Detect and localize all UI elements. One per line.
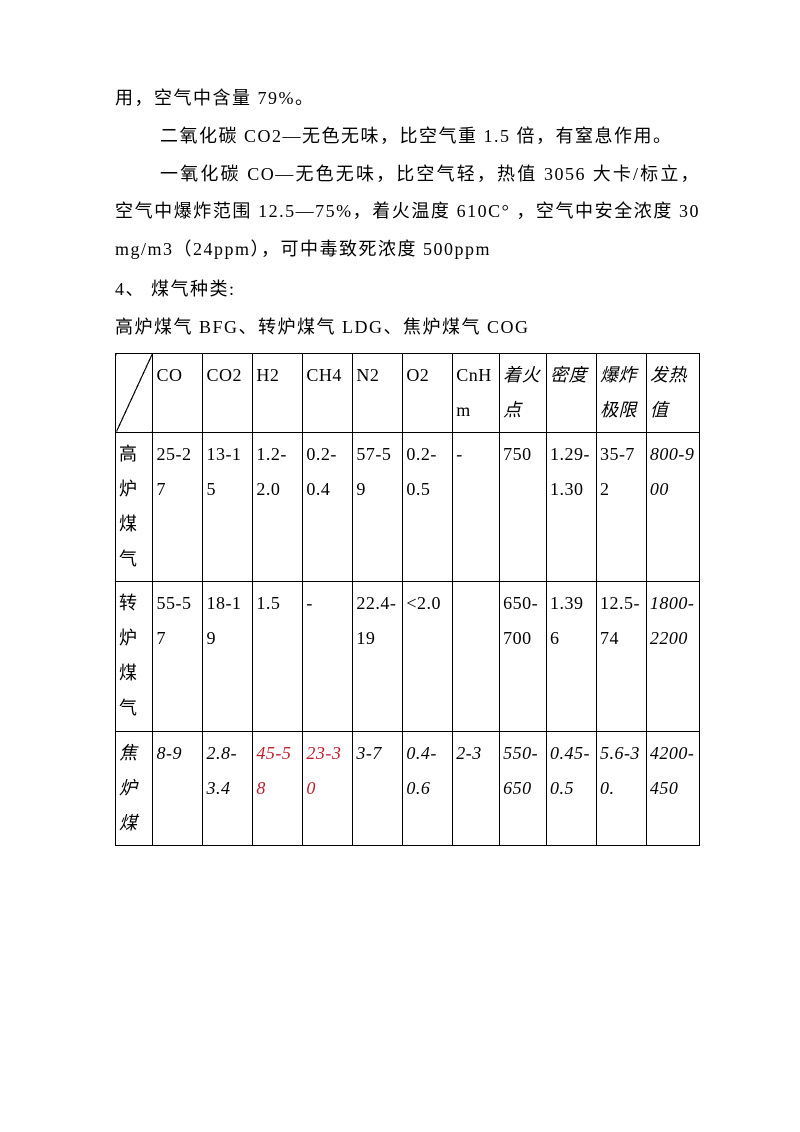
table-cell: 0.2-0.5 [403, 432, 453, 581]
table-cell: - [303, 582, 353, 731]
table-cell: 0.2-0.4 [303, 432, 353, 581]
para-section4: 4、 煤气种类: [115, 271, 700, 309]
table-row: 转炉煤气55-5718-191.5-22.4-19<2.0 650-7001.39… [116, 582, 700, 731]
table-cell: 23-30 [303, 731, 353, 845]
table-cell: 1.29-1.30 [546, 432, 596, 581]
table-cell: <2.0 [403, 582, 453, 731]
header-diag [116, 353, 153, 432]
para-co: 一氧化碳 CO—无色无味，比空气轻，热值 3056 大卡/标立，空气中爆炸范围 … [115, 156, 700, 269]
header-heat: 发热值 [646, 353, 699, 432]
row-label: 焦炉煤 [116, 731, 153, 845]
header-co: CO [153, 353, 203, 432]
header-density: 密度 [546, 353, 596, 432]
table-cell: 2.8-3.4 [203, 731, 253, 845]
table-cell: 650-700 [500, 582, 547, 731]
row-label: 高炉煤气 [116, 432, 153, 581]
table-cell: 45-58 [253, 731, 303, 845]
table-cell: 18-19 [203, 582, 253, 731]
table-cell: 0.4-0.6 [403, 731, 453, 845]
table-cell: 4200-450 [646, 731, 699, 845]
table-cell: 1800-2200 [646, 582, 699, 731]
table-row: 高炉煤气25-2713-151.2-2.00.2-0.457-590.2-0.5… [116, 432, 700, 581]
para-co2: 二氧化碳 CO2—无色无味，比空气重 1.5 倍，有窒息作用。 [115, 118, 700, 156]
table-cell: 55-57 [153, 582, 203, 731]
table-cell: 550-650 [500, 731, 547, 845]
header-n2: N2 [353, 353, 403, 432]
table-cell: 800-900 [646, 432, 699, 581]
table-cell: 8-9 [153, 731, 203, 845]
table-cell: 12.5-74 [596, 582, 646, 731]
header-h2: H2 [253, 353, 303, 432]
gas-properties-table: CO CO2 H2 CH4 N2 O2 CnHm 着火点 密度 爆炸极限 发热值… [115, 353, 700, 846]
para-gastypes: 高炉煤气 BFG、转炉煤气 LDG、焦炉煤气 COG [115, 309, 700, 347]
table-cell: 750 [500, 432, 547, 581]
table-cell: 1.5 [253, 582, 303, 731]
table-cell: 57-59 [353, 432, 403, 581]
table-header-row: CO CO2 H2 CH4 N2 O2 CnHm 着火点 密度 爆炸极限 发热值 [116, 353, 700, 432]
table-cell: 3-7 [353, 731, 403, 845]
header-cnhm: CnHm [453, 353, 500, 432]
header-explosion: 爆炸极限 [596, 353, 646, 432]
header-co2: CO2 [203, 353, 253, 432]
para-line1: 用，空气中含量 79%。 [115, 80, 700, 118]
table-cell: 2-3 [453, 731, 500, 845]
table-body: 高炉煤气25-2713-151.2-2.00.2-0.457-590.2-0.5… [116, 432, 700, 845]
row-label: 转炉煤气 [116, 582, 153, 731]
table-cell: 22.4-19 [353, 582, 403, 731]
table-cell: 1.396 [546, 582, 596, 731]
table-row: 焦炉煤8-92.8-3.445-5823-303-70.4-0.62-3550-… [116, 731, 700, 845]
table-cell: 0.45-0.5 [546, 731, 596, 845]
table-cell: 25-27 [153, 432, 203, 581]
table-cell: - [453, 432, 500, 581]
table-cell: 13-15 [203, 432, 253, 581]
header-ch4: CH4 [303, 353, 353, 432]
table-cell: 1.2-2.0 [253, 432, 303, 581]
header-ignition: 着火点 [500, 353, 547, 432]
table-cell [453, 582, 500, 731]
header-o2: O2 [403, 353, 453, 432]
table-cell: 5.6-30. [596, 731, 646, 845]
table-cell: 35-72 [596, 432, 646, 581]
